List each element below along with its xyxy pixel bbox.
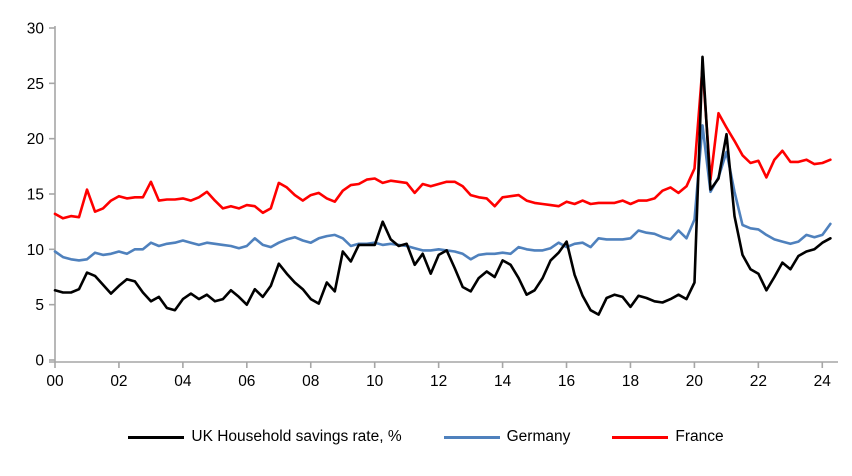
series-line-uk-household-savings-rate <box>53 55 832 316</box>
savings-rate-line-chart: 0 5 10 15 20 25 30 00 02 04 06 08 10 12 14 16 18 20 22 24 <box>27 21 838 390</box>
series-line-germany <box>53 124 832 262</box>
chart-legend: UK Household savings rate, % Germany Fra… <box>0 428 852 446</box>
y-tick-label: 10 <box>27 242 45 259</box>
series-line-france <box>53 65 832 220</box>
x-tick-label: 16 <box>558 373 575 390</box>
legend-label-uk: UK Household savings rate, % <box>191 428 402 445</box>
x-tick-label: 04 <box>174 373 192 390</box>
legend-item-germany: Germany <box>443 428 571 446</box>
y-tick-label: 30 <box>27 21 45 38</box>
x-tick-label: 00 <box>46 373 64 390</box>
legend-label-france: France <box>675 428 724 445</box>
x-tick-label: 22 <box>750 373 767 390</box>
x-tick-label: 24 <box>814 373 832 390</box>
x-tick-label: 06 <box>238 373 255 390</box>
legend-item-uk: UK Household savings rate, % <box>128 428 402 446</box>
y-tick-label: 0 <box>35 353 44 370</box>
y-tick-label: 20 <box>27 131 45 148</box>
y-tick-label: 15 <box>27 187 44 204</box>
y-tick-label: 5 <box>35 297 44 314</box>
france-line-swatch <box>612 435 669 439</box>
y-tick-label: 25 <box>27 76 44 93</box>
x-tick-label: 14 <box>494 373 512 390</box>
x-tick-label: 02 <box>110 373 127 390</box>
x-tick-label: 18 <box>622 373 639 390</box>
x-tick-label: 08 <box>302 373 319 390</box>
germany-line-swatch <box>443 435 500 439</box>
uk-line-swatch <box>128 435 185 439</box>
x-tick-label: 12 <box>430 373 447 390</box>
x-tick-label: 20 <box>686 373 704 390</box>
legend-item-france: France <box>612 428 724 446</box>
x-tick-label: 10 <box>366 373 384 390</box>
legend-label-germany: Germany <box>506 428 571 445</box>
